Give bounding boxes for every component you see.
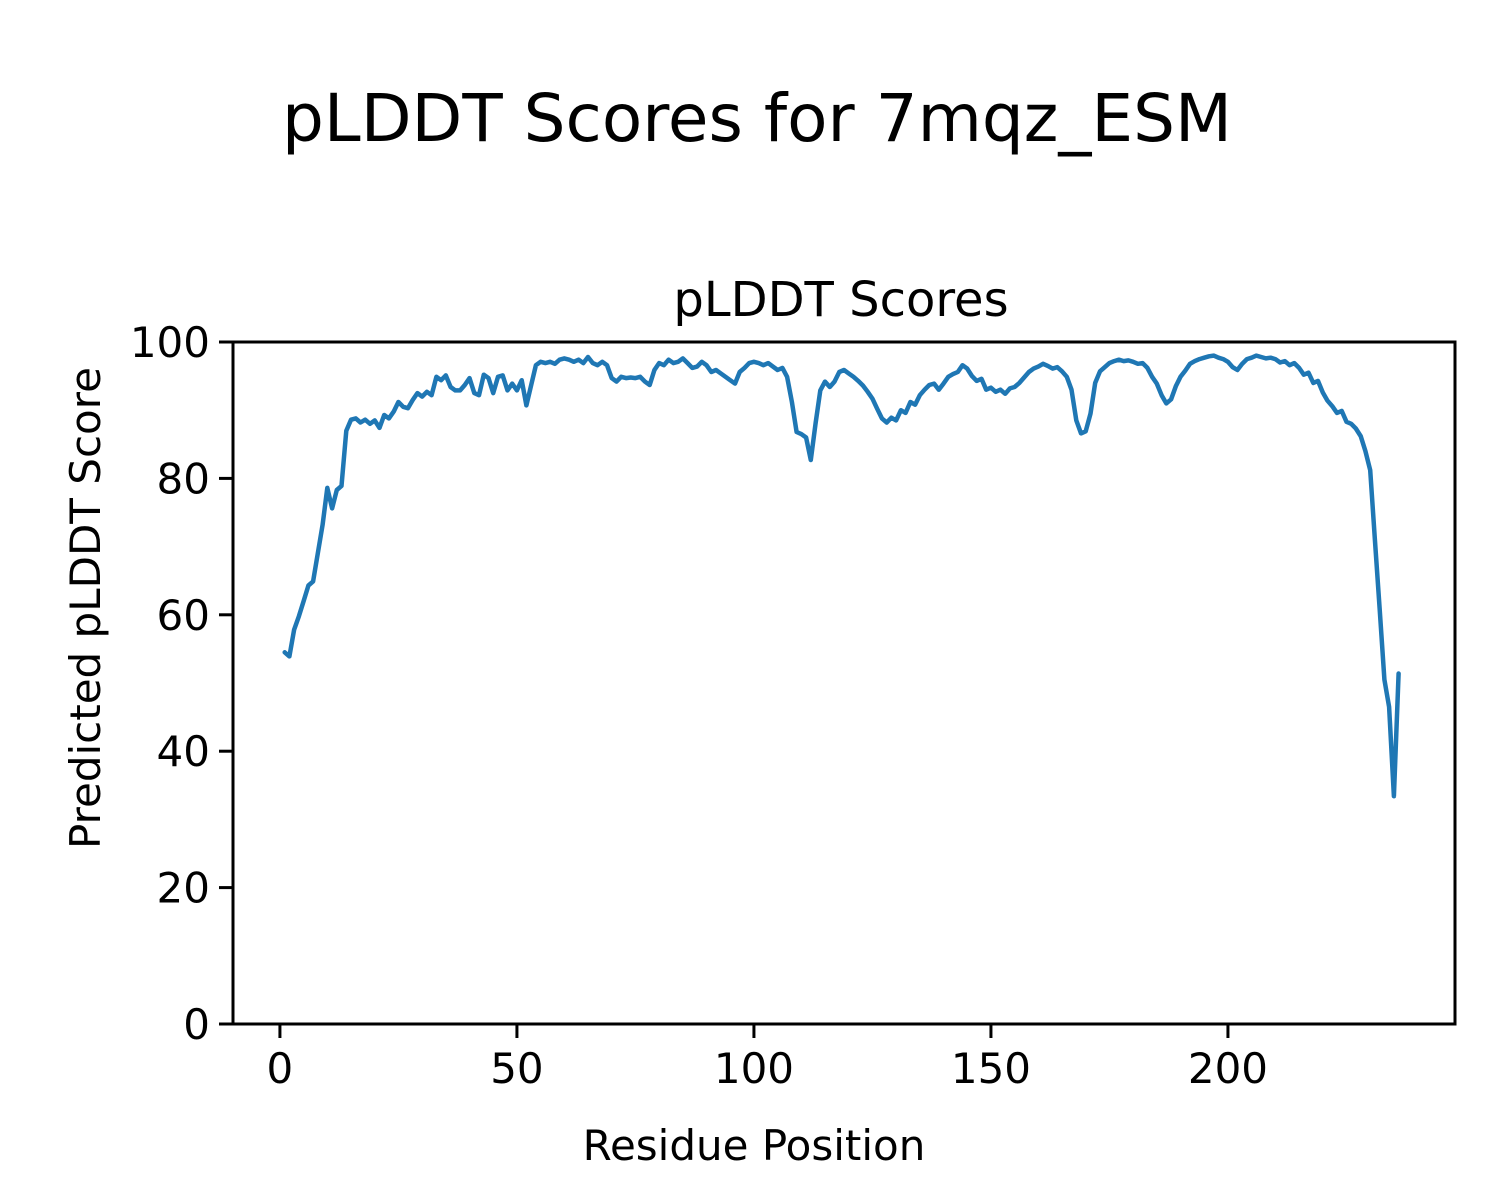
axes-spines [231,340,1457,1026]
figure-title: pLDDT Scores for 7mqz_ESM [282,80,1232,157]
x-tick-label: 200 [1188,1044,1268,1093]
y-tick-label: 80 [157,454,210,503]
y-tick-label: 20 [157,864,210,913]
y-tick-label: 100 [130,318,210,367]
axis-ticks: 0 50 100 150 200 0 20 40 60 80 100 [130,318,1268,1093]
plddt-line [282,353,1401,799]
y-tick-label: 60 [157,591,210,640]
x-axis-label: Residue Position [583,1121,926,1170]
x-tick-label: 50 [490,1044,543,1093]
x-tick-label: 100 [714,1044,794,1093]
axes-title: pLDDT Scores [673,272,1008,328]
x-tick-label: 150 [951,1044,1031,1093]
x-tick-label: 0 [267,1044,294,1093]
y-axis-label: Predicted pLDDT Score [61,367,110,849]
y-tick-label: 40 [157,727,210,776]
y-tick-label: 0 [183,1000,210,1049]
